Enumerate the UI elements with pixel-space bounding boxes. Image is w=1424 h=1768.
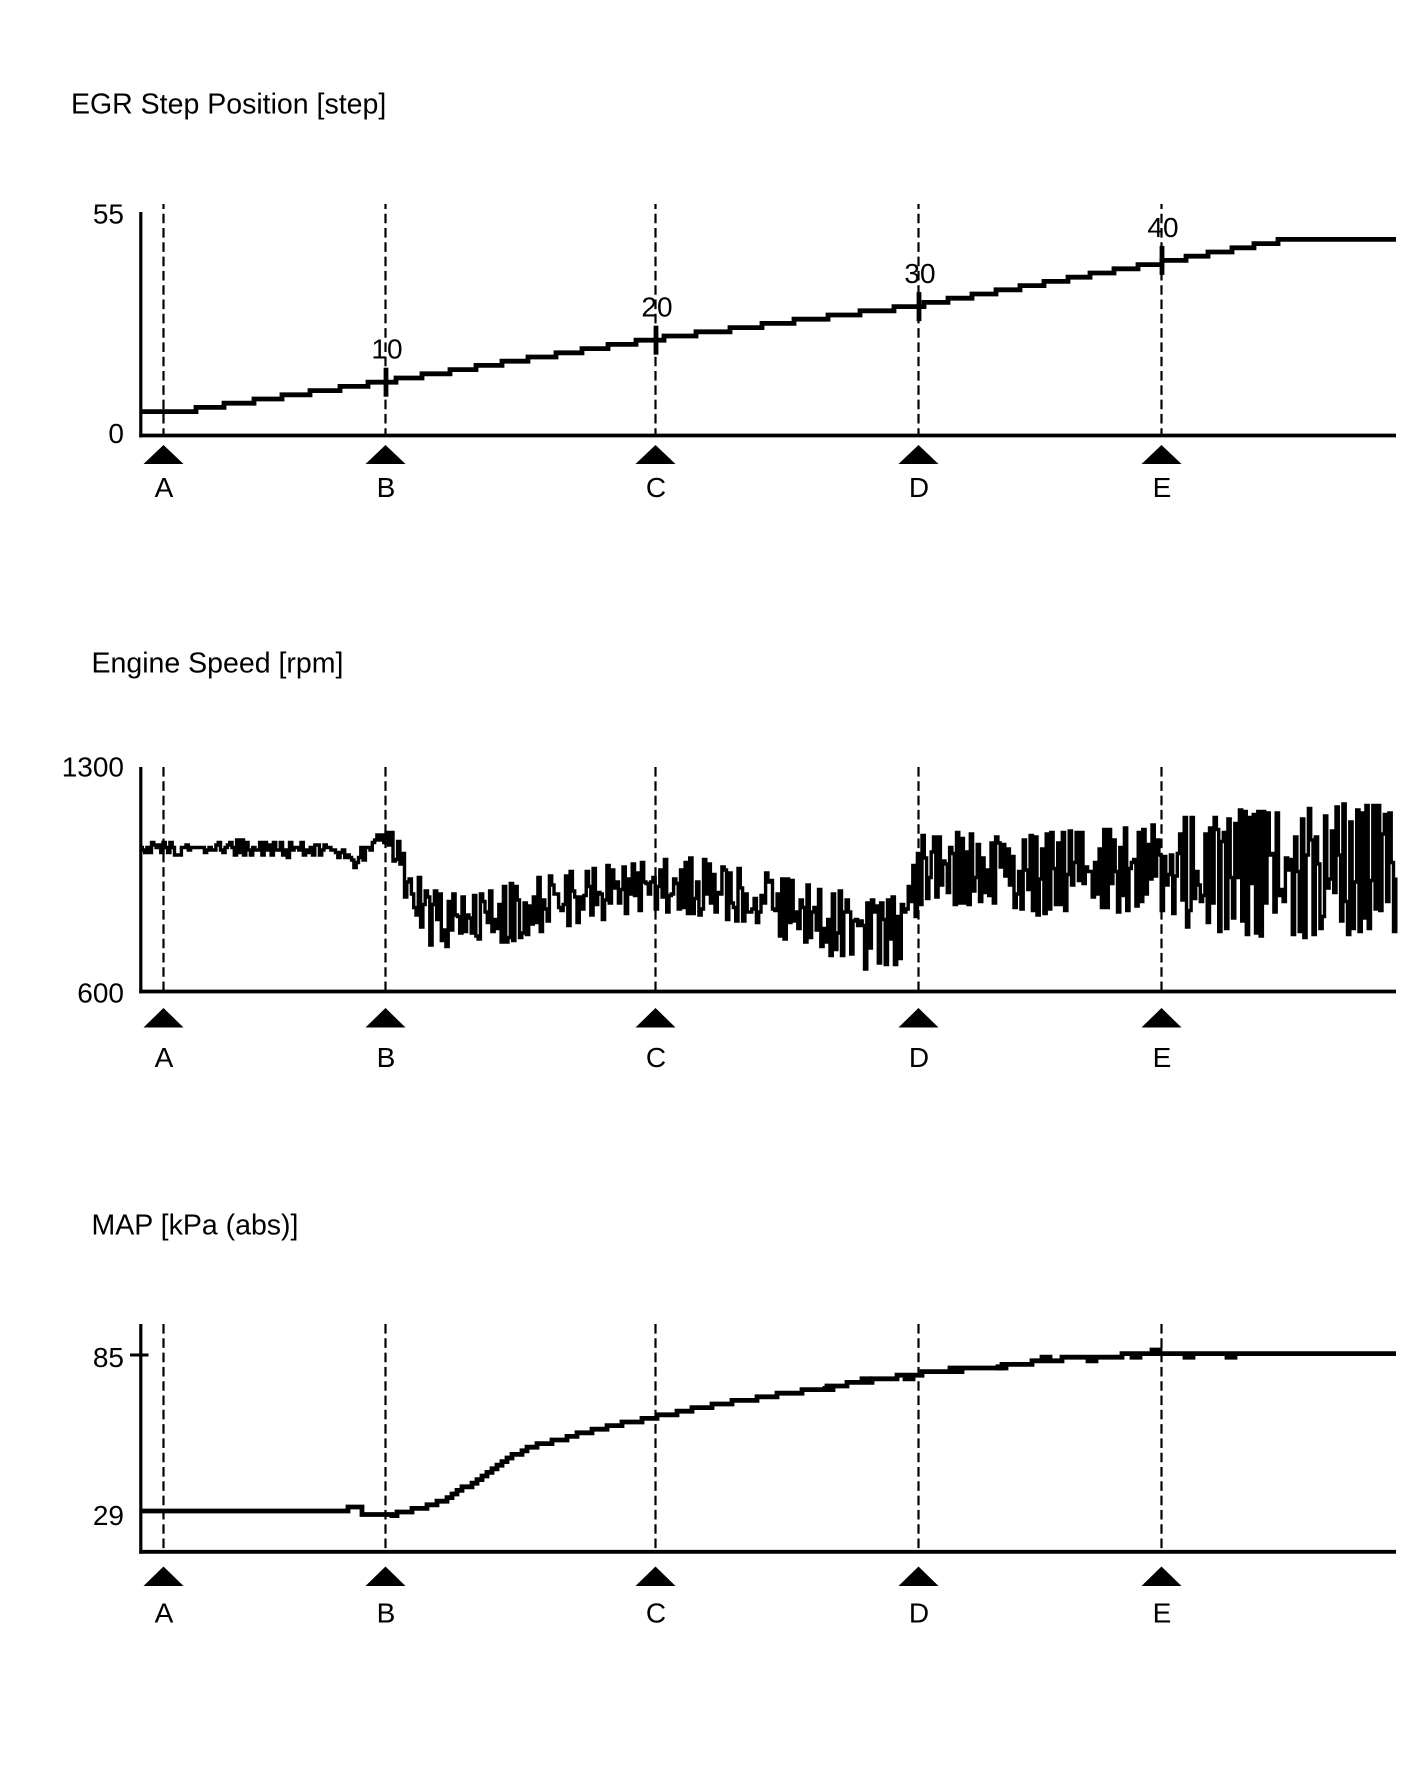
svg-text:10: 10 — [371, 334, 402, 365]
svg-text:MAP [kPa (abs)]: MAP [kPa (abs)] — [92, 1210, 299, 1242]
svg-text:85: 85 — [93, 1342, 124, 1373]
svg-text:D: D — [909, 472, 929, 503]
svg-text:600: 600 — [77, 978, 124, 1009]
svg-text:0: 0 — [108, 418, 124, 449]
svg-text:Engine Speed [rpm]: Engine Speed [rpm] — [92, 648, 344, 680]
svg-text:C: C — [646, 1042, 666, 1073]
svg-text:29: 29 — [93, 1500, 124, 1531]
svg-text:E: E — [1153, 1598, 1172, 1629]
svg-text:C: C — [646, 1598, 666, 1629]
svg-text:40: 40 — [1147, 212, 1178, 243]
svg-text:A: A — [155, 472, 174, 503]
svg-text:A: A — [155, 1598, 174, 1629]
svg-text:D: D — [909, 1598, 929, 1629]
svg-text:E: E — [1153, 472, 1172, 503]
svg-text:B: B — [377, 1042, 396, 1073]
svg-text:E: E — [1153, 1042, 1172, 1073]
svg-text:A: A — [155, 1042, 174, 1073]
svg-text:B: B — [377, 1598, 396, 1629]
svg-text:EGR Step Position [step]: EGR Step Position [step] — [71, 89, 386, 121]
svg-text:C: C — [646, 472, 666, 503]
svg-text:30: 30 — [904, 258, 935, 289]
svg-text:20: 20 — [641, 292, 672, 323]
svg-text:D: D — [909, 1042, 929, 1073]
svg-text:55: 55 — [93, 199, 124, 230]
svg-text:1300: 1300 — [62, 752, 124, 783]
svg-text:B: B — [377, 472, 396, 503]
